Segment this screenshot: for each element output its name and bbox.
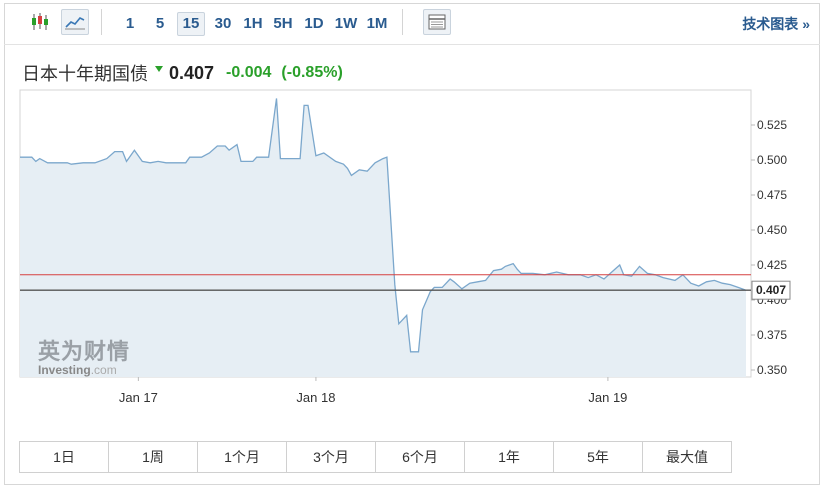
range-6m-button[interactable]: 6个月	[376, 442, 465, 472]
candlestick-icon[interactable]	[26, 9, 54, 35]
range-1m-button[interactable]: 1个月	[198, 442, 287, 472]
line-chart-icon[interactable]	[61, 9, 89, 35]
range-1y-button[interactable]: 1年	[465, 442, 554, 472]
y-tick-label: 0.425	[757, 258, 787, 272]
logo-english-text: Investing.com	[38, 363, 130, 377]
y-tick-label: 0.350	[757, 363, 787, 377]
logo-english-name: Investing	[38, 363, 91, 377]
toolbar-divider	[402, 9, 403, 35]
interval-1d[interactable]: 1D	[304, 15, 324, 32]
interval-15[interactable]: 15	[177, 12, 205, 36]
interval-1w[interactable]: 1W	[334, 15, 358, 32]
last-price-marker: 0.407	[751, 280, 791, 300]
chart-toolbar	[4, 3, 820, 45]
interval-30[interactable]: 30	[214, 15, 232, 32]
range-1d-button[interactable]: 1日	[20, 442, 109, 472]
last-price-marker-label: 0.407	[756, 283, 786, 297]
price-area	[20, 98, 746, 378]
last-price: 0.407	[169, 62, 215, 83]
interval-1[interactable]: 1	[125, 15, 135, 32]
x-tick-label: Jan 18	[296, 390, 335, 405]
toolbar-divider	[101, 9, 102, 35]
range-3m-button[interactable]: 3个月	[287, 442, 376, 472]
x-tick-label: Jan 19	[588, 390, 627, 405]
price-line	[20, 98, 747, 353]
logo-chinese-text: 英为财情	[38, 340, 131, 365]
instrument-header: 日本十年期国债 0.407 -0.004 (-0.85%)	[22, 60, 343, 86]
instrument-name: 日本十年期国债	[22, 64, 148, 84]
interval-5[interactable]: 5	[155, 15, 165, 32]
logo-english-suffix: .com	[90, 363, 117, 377]
range-max-button[interactable]: 最大值	[643, 442, 731, 472]
interval-1h[interactable]: 1H	[243, 15, 263, 32]
range-1w-button[interactable]: 1周	[109, 442, 198, 472]
y-tick-label: 0.450	[757, 223, 787, 237]
price-change-percent: (-0.85%)	[281, 64, 343, 81]
range-selector: 1日 1周 1个月 3个月 6个月 1年 5年 最大值	[19, 441, 732, 473]
y-tick-label: 0.500	[757, 153, 787, 167]
table-icon[interactable]	[423, 9, 451, 35]
price-change: -0.004	[226, 64, 272, 81]
arrow-down-icon	[155, 66, 163, 72]
x-tick-label: Jan 17	[119, 390, 158, 405]
interval-5h[interactable]: 5H	[273, 15, 293, 32]
y-tick-label: 0.375	[757, 328, 787, 342]
range-5y-button[interactable]: 5年	[554, 442, 643, 472]
technical-chart-link[interactable]: 技术图表 »	[742, 16, 810, 32]
investing-logo: 英为财情 Investing.com	[38, 334, 130, 377]
interval-1m[interactable]: 1M	[366, 15, 388, 32]
y-tick-label: 0.475	[757, 188, 787, 202]
y-tick-label: 0.525	[757, 118, 787, 132]
last-price-marker-box	[751, 280, 791, 300]
